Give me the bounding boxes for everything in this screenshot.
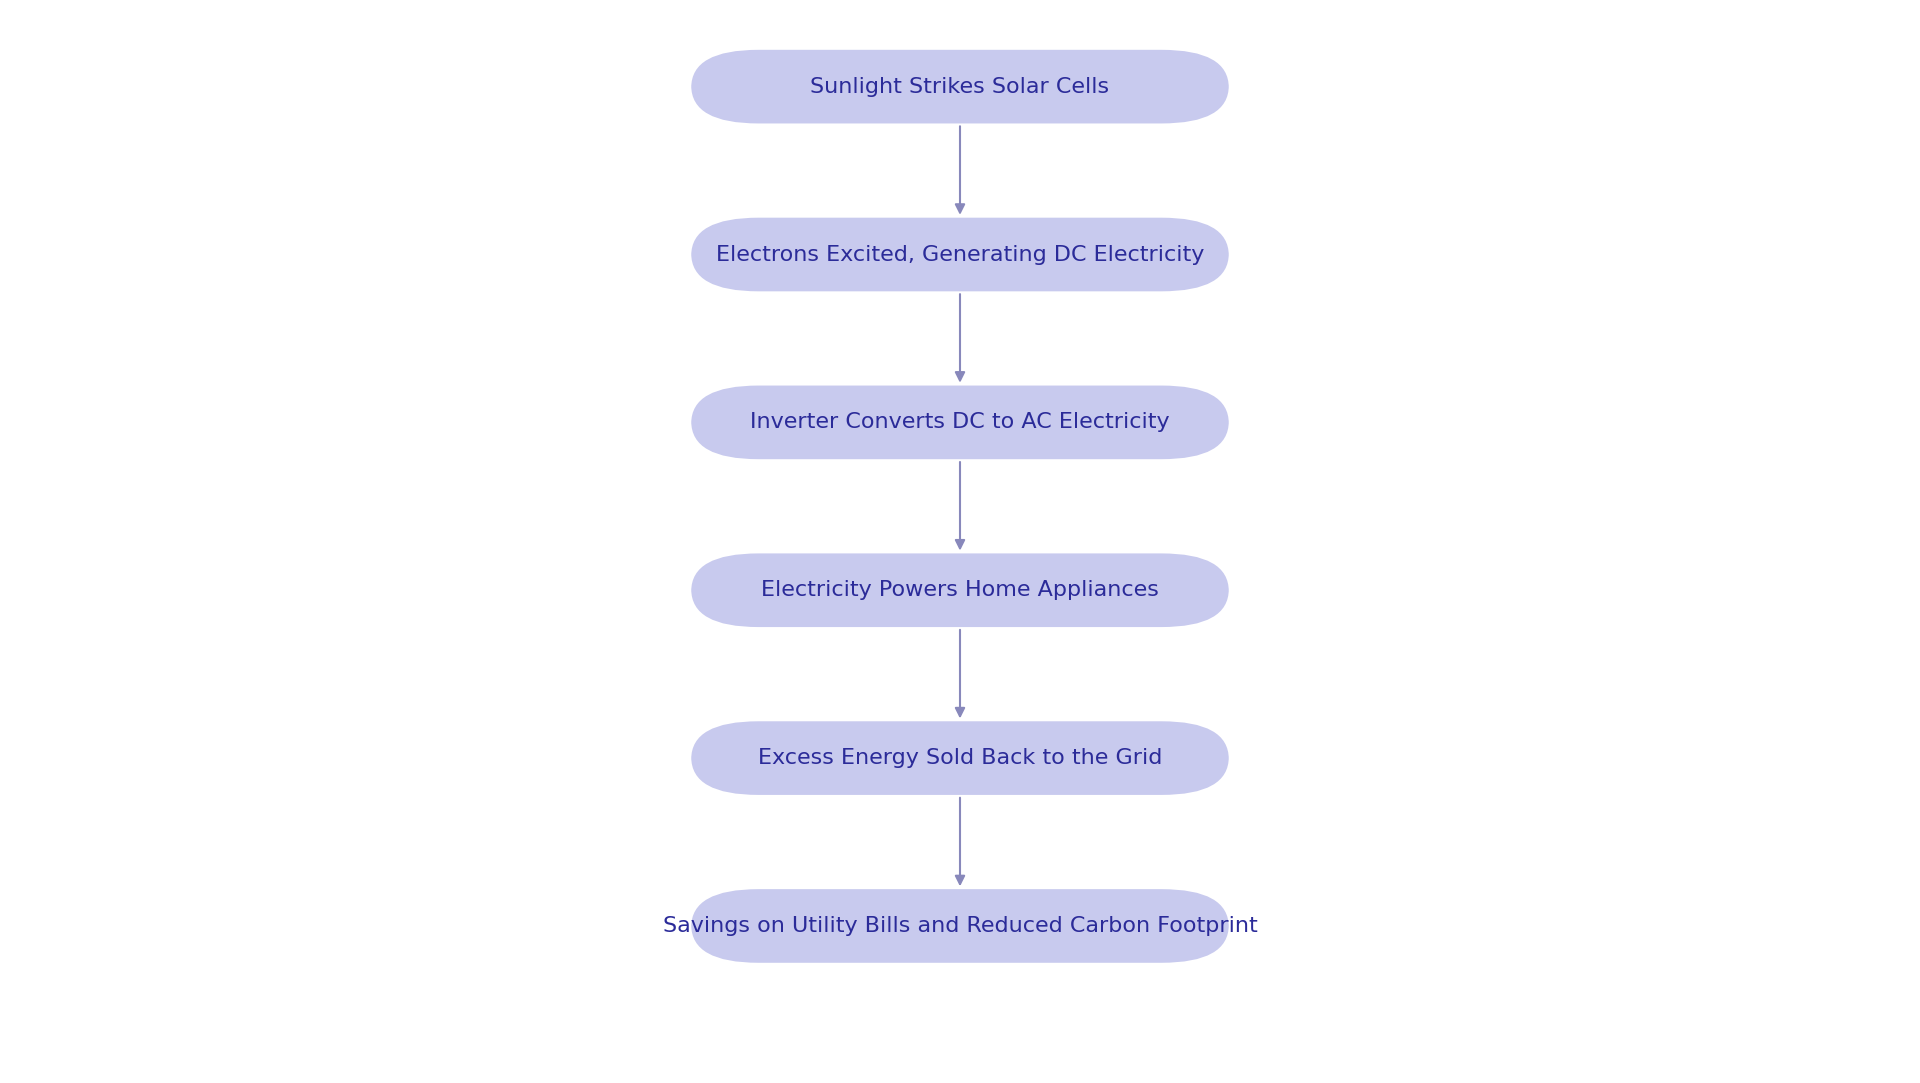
FancyBboxPatch shape xyxy=(691,50,1229,123)
Text: Savings on Utility Bills and Reduced Carbon Footprint: Savings on Utility Bills and Reduced Car… xyxy=(662,916,1258,936)
FancyBboxPatch shape xyxy=(691,721,1229,795)
FancyBboxPatch shape xyxy=(691,386,1229,459)
Text: Electrons Excited, Generating DC Electricity: Electrons Excited, Generating DC Electri… xyxy=(716,245,1204,264)
FancyBboxPatch shape xyxy=(691,218,1229,291)
FancyBboxPatch shape xyxy=(691,889,1229,963)
Text: Electricity Powers Home Appliances: Electricity Powers Home Appliances xyxy=(760,580,1160,600)
FancyBboxPatch shape xyxy=(691,553,1229,627)
Text: Excess Energy Sold Back to the Grid: Excess Energy Sold Back to the Grid xyxy=(758,748,1162,768)
Text: Sunlight Strikes Solar Cells: Sunlight Strikes Solar Cells xyxy=(810,77,1110,96)
Text: Inverter Converts DC to AC Electricity: Inverter Converts DC to AC Electricity xyxy=(751,413,1169,432)
